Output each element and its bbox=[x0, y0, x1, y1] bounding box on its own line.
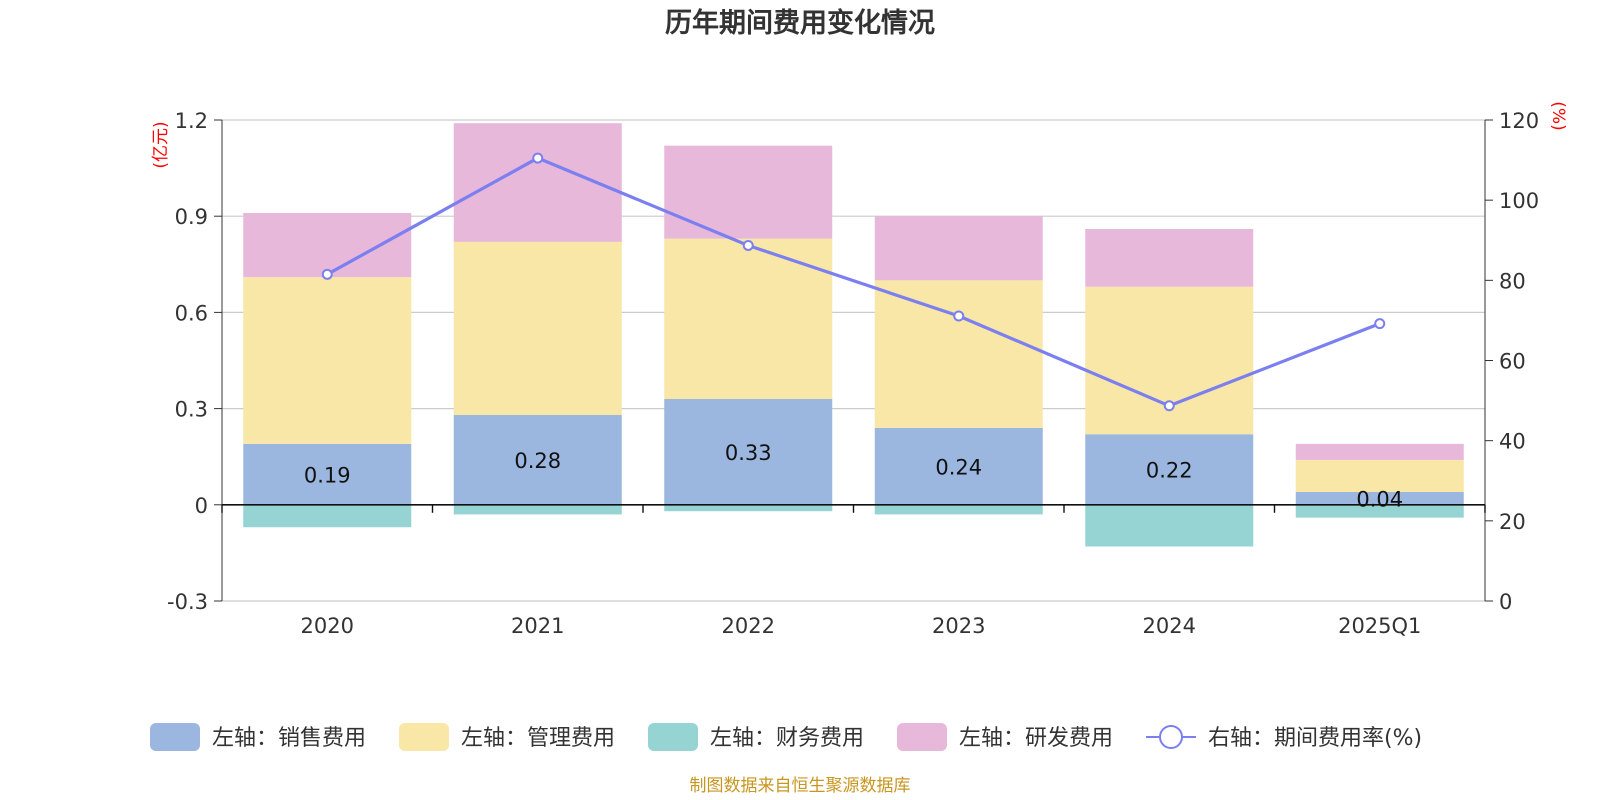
left-axis-tick-label: 1.2 bbox=[175, 109, 208, 133]
ratio-point bbox=[953, 310, 965, 322]
right-axis-tick-label: 20 bbox=[1499, 510, 1526, 534]
bar-segment bbox=[1295, 459, 1464, 492]
ratio-point bbox=[1374, 318, 1386, 330]
bar-segment bbox=[874, 216, 1043, 281]
bar-value-label: 0.04 bbox=[1356, 487, 1403, 511]
legend-swatch bbox=[399, 723, 449, 751]
legend-label: 左轴：管理费用 bbox=[461, 726, 615, 751]
x-axis-category-label: 2021 bbox=[511, 614, 564, 638]
legend: 左轴：销售费用 左轴：管理费用 左轴：财务费用 左轴：研发费用 右轴：期间费用率(%) bbox=[150, 723, 1422, 751]
right-axis-tick-label: 120 bbox=[1499, 109, 1539, 133]
legend-label: 左轴：销售费用 bbox=[212, 726, 366, 751]
x-axis-category-label: 2025Q1 bbox=[1338, 614, 1421, 638]
legend-swatch bbox=[648, 723, 698, 751]
bar-value-label: 0.24 bbox=[935, 455, 982, 479]
bar-value-label: 0.22 bbox=[1146, 459, 1193, 483]
bar-segment bbox=[1085, 504, 1254, 547]
right-axis-tick-label: 40 bbox=[1499, 430, 1526, 454]
bar-segment bbox=[664, 145, 833, 239]
right-axis-unit: (%) bbox=[1548, 101, 1568, 130]
chart-title: 历年期间费用变化情况 bbox=[665, 7, 935, 39]
legend-label: 左轴：财务费用 bbox=[710, 726, 864, 751]
bar-segment bbox=[1085, 434, 1254, 505]
bar-segment bbox=[243, 277, 412, 444]
right-axis-tick-label: 60 bbox=[1499, 350, 1526, 374]
bar-segment bbox=[453, 504, 622, 515]
bar-segment bbox=[243, 504, 412, 528]
legend-swatch bbox=[897, 723, 947, 751]
source-note: 制图数据来自恒生聚源数据库 bbox=[690, 776, 911, 796]
bar-segment bbox=[243, 443, 412, 505]
right-axis-tick-label: 0 bbox=[1499, 590, 1512, 614]
bar-segment bbox=[1085, 286, 1254, 435]
ratio-line bbox=[326, 156, 1381, 408]
bar-value-label: 0.28 bbox=[514, 449, 561, 473]
right-axis-tick-label: 80 bbox=[1499, 269, 1526, 293]
left-axis-tick-label: -0.3 bbox=[167, 590, 208, 614]
bar-segment bbox=[874, 427, 1043, 505]
bar-segment bbox=[874, 504, 1043, 515]
bar-value-label: 0.33 bbox=[725, 441, 772, 465]
bar-segment bbox=[1295, 504, 1464, 518]
legend-swatch bbox=[150, 723, 200, 751]
left-axis-unit: (亿元) bbox=[151, 121, 171, 168]
bar-segment bbox=[243, 212, 412, 278]
legend-label: 右轴：期间费用率(%) bbox=[1208, 726, 1422, 751]
bar-segment bbox=[664, 398, 833, 505]
x-axis-category-label: 2022 bbox=[722, 614, 775, 638]
x-axis-category-label: 2023 bbox=[932, 614, 985, 638]
ratio-point bbox=[1163, 400, 1175, 412]
bar-segment bbox=[874, 280, 1043, 428]
right-axis-tick-label: 100 bbox=[1499, 189, 1539, 213]
bar-segment bbox=[1295, 443, 1464, 460]
bar-segment bbox=[664, 238, 833, 399]
left-axis-tick-label: 0 bbox=[195, 494, 208, 518]
left-axis-tick-label: 0.6 bbox=[175, 301, 208, 325]
line-series bbox=[321, 152, 1386, 412]
bar-segment bbox=[453, 241, 622, 416]
left-axis-tick-label: 0.3 bbox=[175, 398, 208, 422]
axes: 1.2 0.9 0.6 0.3 0 -0.3 120 100 80 60 40 20 0 2020 2021… bbox=[167, 109, 1539, 638]
x-axis-category-label: 2020 bbox=[301, 614, 354, 638]
ratio-point bbox=[532, 152, 544, 164]
bars bbox=[243, 123, 1464, 547]
legend-label: 左轴：研发费用 bbox=[959, 726, 1113, 751]
bar-segment bbox=[1295, 491, 1464, 505]
bar-segment bbox=[1085, 229, 1254, 287]
ratio-point bbox=[321, 268, 333, 280]
x-axis-category-label: 2024 bbox=[1143, 614, 1196, 638]
bar-segment bbox=[664, 504, 833, 512]
legend-marker bbox=[1159, 725, 1183, 749]
bar-value-label: 0.19 bbox=[304, 463, 351, 487]
ratio-point bbox=[742, 239, 754, 251]
bar-labels: 0.19 0.28 0.33 0.24 0.22 0.04 bbox=[304, 441, 1403, 511]
left-axis-tick-label: 0.9 bbox=[175, 205, 208, 229]
grid bbox=[222, 119, 1485, 602]
bar-segment bbox=[453, 415, 622, 505]
